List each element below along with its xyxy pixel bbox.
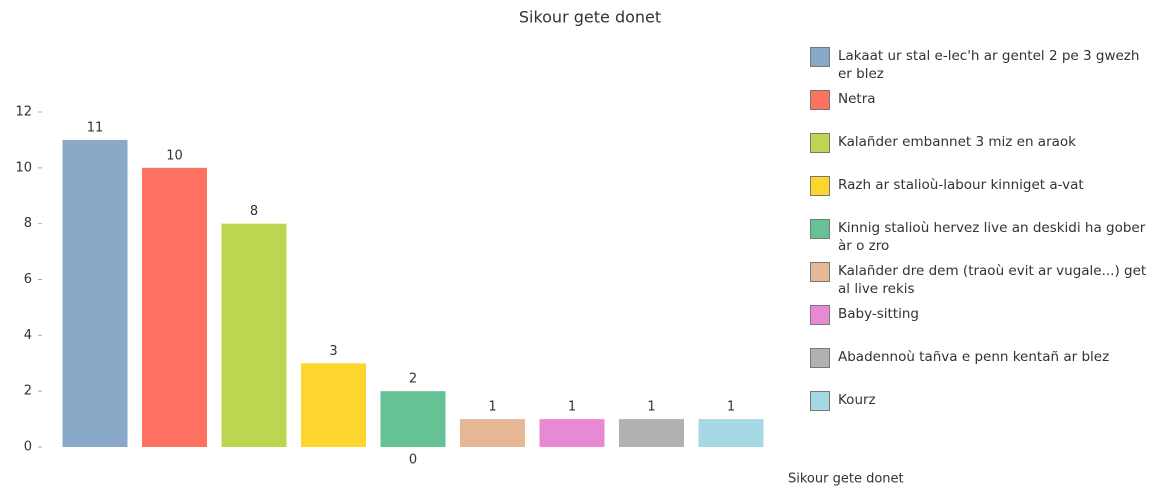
- legend-label: Kalañder embannet 3 miz en araok: [838, 134, 1076, 150]
- y-tick-label: 10: [15, 160, 32, 175]
- legend-swatch: [810, 133, 830, 153]
- legend-swatch: [810, 47, 830, 67]
- legend-label: Lakaat ur stal e-lec'h ar gentel 2 pe 3 …: [838, 48, 1140, 82]
- value-label: 1: [568, 400, 576, 415]
- legend-item: Lakaat ur stal e-lec'h ar gentel 2 pe 3 …: [810, 47, 1150, 83]
- legend-swatch: [810, 219, 830, 239]
- legend-swatch: [810, 391, 830, 411]
- legend-item: Abadennoù tañva e penn kentañ ar blez: [810, 348, 1150, 368]
- value-label: 1: [488, 400, 496, 415]
- bar: [460, 419, 525, 447]
- y-tick-label: 8: [24, 216, 32, 231]
- legend-label: Kourz: [838, 392, 876, 408]
- legend-label: Abadennoù tañva e penn kentañ ar blez: [838, 349, 1110, 365]
- legend-swatch: [810, 176, 830, 196]
- legend-item: Kalañder embannet 3 miz en araok: [810, 133, 1150, 153]
- bar: [619, 419, 684, 447]
- legend-item: Razh ar stalioù-labour kinniget a-vat: [810, 176, 1150, 196]
- bar: [62, 139, 128, 447]
- legend-item: Kourz: [810, 391, 1150, 411]
- y-tick-label: 0: [24, 440, 32, 455]
- legend-label: Baby-sitting: [838, 306, 919, 322]
- y-tick-label: 4: [24, 328, 32, 343]
- value-label: 1: [727, 400, 735, 415]
- value-label: 1: [647, 400, 655, 415]
- legend-label: Razh ar stalioù-labour kinniget a-vat: [838, 177, 1084, 193]
- bar: [698, 419, 764, 447]
- bar: [301, 363, 366, 447]
- bar: [142, 167, 207, 448]
- bar: [221, 223, 287, 447]
- y-tick-label: 6: [24, 272, 32, 287]
- value-label: 10: [166, 148, 183, 163]
- value-label: 2: [409, 372, 417, 387]
- annotation: 0: [409, 453, 417, 468]
- legend-swatch: [810, 262, 830, 282]
- legend-item: Kinnig stalioù hervez live an deskidi ha…: [810, 219, 1150, 255]
- y-tick-label: 2: [24, 384, 32, 399]
- legend-item: Baby-sitting: [810, 305, 1150, 325]
- x-axis-label: Sikour gete donet: [788, 472, 904, 487]
- legend-label: Kinnig stalioù hervez live an deskidi ha…: [838, 220, 1146, 254]
- legend-swatch: [810, 305, 830, 325]
- bar: [380, 391, 446, 447]
- legend-swatch: [810, 348, 830, 368]
- legend-label: Kalañder dre dem (traoù evit ar vugale..…: [838, 263, 1147, 297]
- bar: [539, 419, 605, 447]
- legend-item: Kalañder dre dem (traoù evit ar vugale..…: [810, 262, 1150, 298]
- value-label: 11: [87, 120, 104, 135]
- value-label: 3: [329, 344, 337, 359]
- value-label: 8: [250, 204, 258, 219]
- legend-item: Netra: [810, 90, 1150, 110]
- legend-label: Netra: [838, 91, 876, 107]
- chart-title: Sikour gete donet: [519, 8, 661, 27]
- y-tick-label: 12: [15, 105, 32, 120]
- legend-swatch: [810, 90, 830, 110]
